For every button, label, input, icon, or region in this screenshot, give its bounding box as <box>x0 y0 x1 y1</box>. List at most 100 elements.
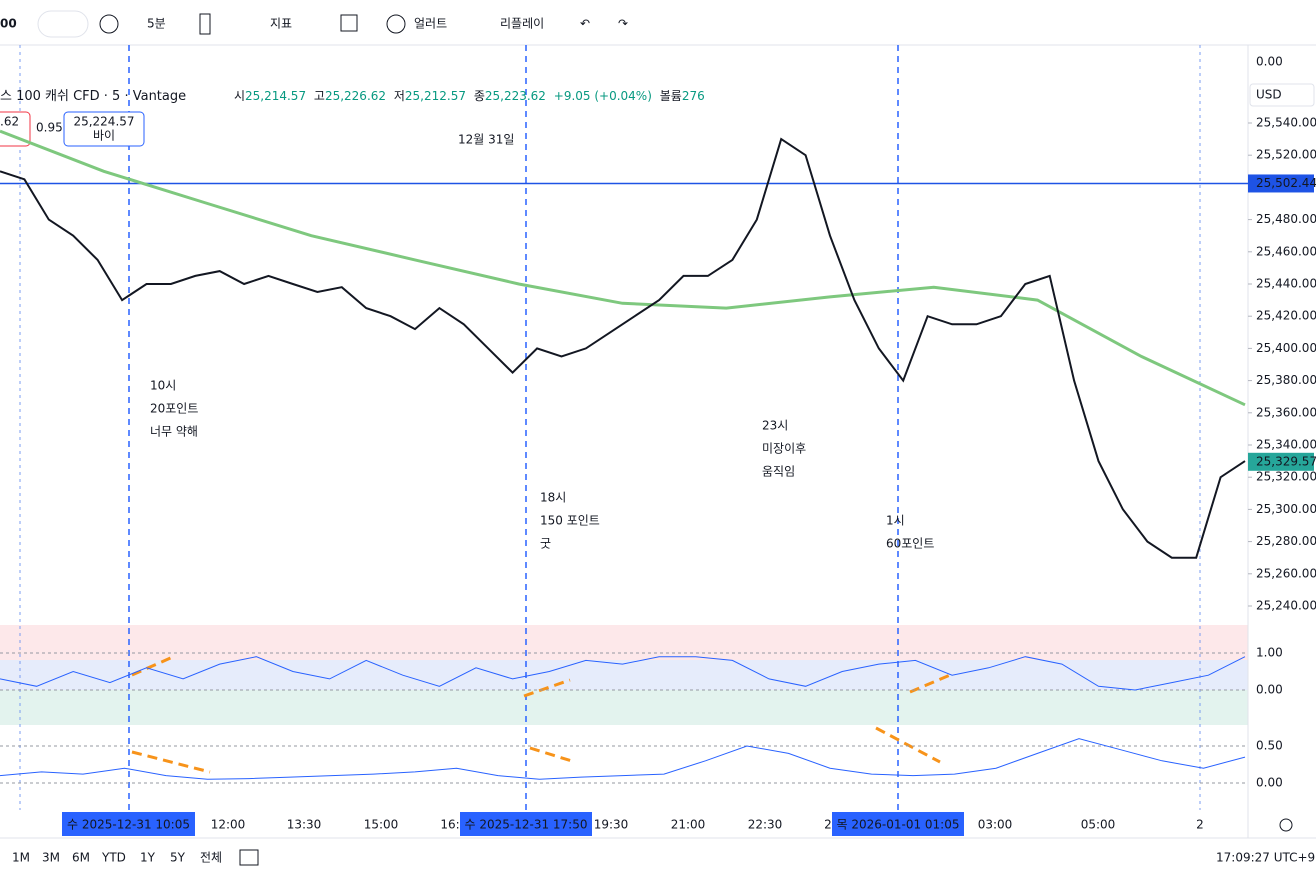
oscillator-line <box>0 656 1246 691</box>
price-tick-label: 25,320.00 <box>1256 470 1316 484</box>
legend-label: 종 <box>474 89 485 103</box>
legend-value: 25,226.62 <box>325 89 386 103</box>
annotation: 미장이후 <box>762 442 806 456</box>
interval-button[interactable]: 5분 <box>147 17 166 31</box>
layout-button[interactable] <box>340 14 358 32</box>
osc-tick-label: 1.00 <box>1256 646 1283 660</box>
moving-average <box>0 129 1246 407</box>
range-button[interactable]: 3M <box>42 851 60 865</box>
annotation: 12월 31일 <box>458 133 514 147</box>
sell-price[interactable]: .62 <box>0 115 19 129</box>
last-price-label: 25,329.57 <box>1256 454 1316 468</box>
time-label: 15:00 <box>364 818 399 832</box>
legend-value: 25,214.57 <box>245 89 306 103</box>
range-button[interactable]: 전체 <box>200 851 222 865</box>
price-tick-label: 25,520.00 <box>1256 148 1316 162</box>
price-tick-label: 25,360.00 <box>1256 405 1316 419</box>
clock: 17:09:27 UTC+9 <box>1216 851 1315 865</box>
price-tick-label: 25,300.00 <box>1256 502 1316 516</box>
time-label: 03:00 <box>978 818 1013 832</box>
last-price-tag <box>1248 452 1314 471</box>
legend-value: 25,212.57 <box>405 89 466 103</box>
buy-price[interactable]: 25,224.57 <box>73 115 134 129</box>
legend-label: 볼륨 <box>660 89 682 103</box>
legend-symbol: 스 100 캐쉬 CFD · 5 · Vantage <box>0 89 186 104</box>
range-button[interactable]: 6M <box>72 851 90 865</box>
annotation: 굿 <box>540 537 551 551</box>
favorites-button[interactable] <box>37 10 89 38</box>
price-tick-label: 25,260.00 <box>1256 566 1316 580</box>
legend-change: +9.05 (+0.04%) <box>554 89 652 103</box>
price-tick-label: 25,380.00 <box>1256 373 1316 387</box>
time-label: 21:00 <box>671 818 706 832</box>
settings-button[interactable] <box>1279 818 1293 832</box>
symbol[interactable]: 00 <box>0 17 17 31</box>
osc-tick-label: 0.00 <box>1256 683 1283 697</box>
buy-box[interactable] <box>63 111 145 147</box>
trend-sketch <box>131 654 176 677</box>
annotation: 20포인트 <box>150 402 198 416</box>
time-label: 12:00 <box>211 818 246 832</box>
annotation: 너무 약해 <box>150 424 198 439</box>
time-label: 2 <box>824 818 832 832</box>
time-marker-label: 수 2025-12-31 10:05 <box>67 818 190 832</box>
chart-type-button[interactable] <box>199 13 211 35</box>
annotation: 150 포인트 <box>540 514 600 528</box>
trend-sketch <box>875 726 941 764</box>
range-button[interactable]: 1Y <box>140 851 156 865</box>
currency[interactable]: USD <box>1256 88 1282 102</box>
price-line-tag <box>1248 174 1314 193</box>
trend-sketch <box>529 746 576 764</box>
replay-button[interactable]: 리플레이 <box>500 17 544 31</box>
price-tick-label: 25,420.00 <box>1256 309 1316 323</box>
osc-lower-zone <box>0 690 1248 725</box>
range-button[interactable]: 5Y <box>170 851 186 865</box>
range-button[interactable]: 1M <box>12 851 30 865</box>
osc-mid-zone <box>0 660 1248 690</box>
currency-box[interactable] <box>1249 83 1315 107</box>
buy-label[interactable]: 바이 <box>93 129 115 143</box>
oscillator-line <box>0 738 1246 780</box>
trend-sketch <box>523 678 571 698</box>
indicators-button[interactable]: 지표 <box>270 17 292 31</box>
annotation: 60포인트 <box>886 537 934 551</box>
price-tick-label: 25,280.00 <box>1256 534 1316 548</box>
price-tick-label: 25,340.00 <box>1256 438 1316 452</box>
time-marker-tag <box>460 812 592 836</box>
time-label: 13:30 <box>287 818 322 832</box>
annotation: 18시 <box>540 491 566 505</box>
price-tick-label: 25,480.00 <box>1256 212 1316 226</box>
price-tick-label: 25,440.00 <box>1256 277 1316 291</box>
annotation: 23시 <box>762 419 788 433</box>
trend-sketch <box>131 750 211 774</box>
price-tick-label: 25,400.00 <box>1256 341 1316 355</box>
legend-label: 시 <box>234 89 245 103</box>
legend-value: 276 <box>682 89 705 103</box>
price-axis-top: 0.00 <box>1256 55 1283 69</box>
add-symbol-button[interactable] <box>99 14 119 34</box>
annotation: 10시 <box>150 379 176 393</box>
price-line-label: 25,502.44 <box>1256 176 1316 190</box>
legend-label: 고 <box>314 89 325 103</box>
alert-button[interactable]: 얼러트 <box>414 17 447 31</box>
time-label: 2 <box>1196 818 1204 832</box>
legend-value: 25,223.62 <box>485 89 546 103</box>
price-line <box>0 137 1246 559</box>
time-label: 05:00 <box>1081 818 1116 832</box>
alert-icon <box>386 14 406 34</box>
trend-sketch <box>909 673 951 694</box>
undo-button[interactable]: ↶ <box>580 17 590 31</box>
time-marker-tag <box>62 812 195 836</box>
sell-box[interactable] <box>0 111 31 147</box>
time-marker-label: 수 2025-12-31 17:50 <box>465 818 588 832</box>
osc-tick-label: 0.00 <box>1256 776 1283 790</box>
redo-button[interactable]: ↷ <box>618 17 628 31</box>
time-label: 16: <box>440 818 459 832</box>
range-button[interactable]: YTD <box>101 851 126 865</box>
annotation: 1시 <box>886 514 905 528</box>
annotation: 움직임 <box>762 465 795 479</box>
date-range-button[interactable] <box>239 849 259 866</box>
osc-upper-zone <box>0 625 1248 660</box>
